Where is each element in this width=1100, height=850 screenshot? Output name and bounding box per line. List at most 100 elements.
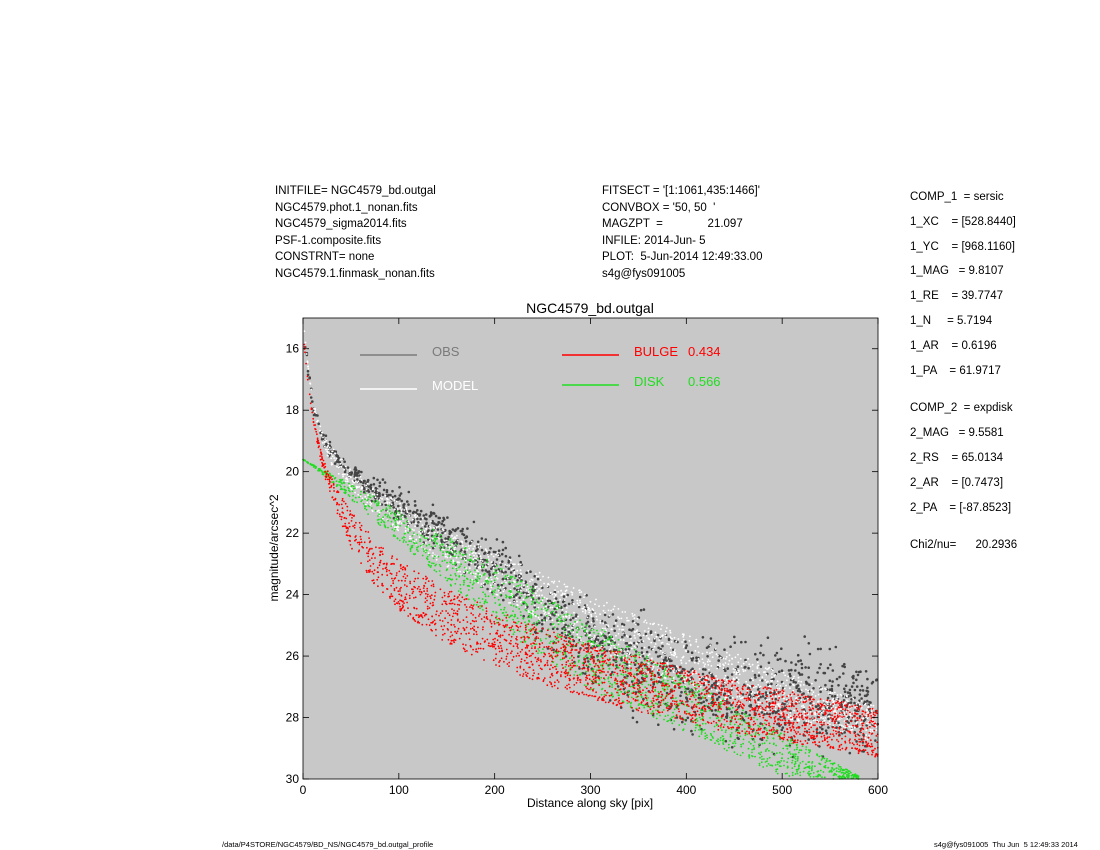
data-point-obs [540,619,544,622]
data-point-disk [545,637,547,640]
data-point-disk [616,665,619,668]
data-point-disk [610,636,613,638]
data-point-model [520,587,523,589]
data-point-disk [549,640,552,643]
data-point-disk [520,641,522,643]
data-point-disk [661,676,664,679]
data-point-disk [595,664,597,667]
data-point-model [547,583,549,585]
data-point-disk [820,755,823,757]
data-point-model [742,670,745,673]
data-point-model [875,729,878,732]
data-point-model [538,588,540,590]
data-point-model [359,475,362,478]
data-point-model [412,518,414,521]
data-point-model [429,525,431,528]
data-point-model [468,553,471,556]
data-point-obs [686,716,690,720]
data-point-model [556,585,559,588]
data-point-model [744,669,747,672]
data-point-model [774,705,777,708]
data-point-model [614,622,617,624]
data-point-model [320,434,323,437]
data-point-obs [855,670,858,674]
data-point-model [315,412,318,414]
data-point-obs [467,563,471,566]
data-point-disk [426,537,428,540]
data-point-model [511,568,513,571]
data-point-disk [664,667,667,670]
data-point-model [802,706,805,709]
data-point-disk [796,746,799,749]
data-point-model [652,648,654,651]
data-point-model [409,522,411,525]
data-point-model [423,530,426,532]
data-point-disk [304,459,307,462]
data-point-obs [311,400,314,403]
data-point-disk [589,654,592,657]
data-point-bulge [773,729,775,731]
data-point-model [505,581,507,584]
data-point-disk [468,559,471,562]
data-point-model [647,658,649,661]
data-point-disk [414,542,416,545]
data-point-disk [538,630,541,633]
data-point-disk [787,752,790,754]
data-point-disk [793,763,796,766]
data-point-model [757,695,760,698]
data-point-disk [600,693,603,696]
data-point-model [835,706,837,709]
data-point-model [618,617,621,620]
data-point-obs [860,697,863,700]
data-point-disk [545,609,548,612]
data-point-bulge [406,575,409,577]
data-point-model [832,700,835,703]
data-point-model [661,634,664,637]
data-point-obs [533,582,537,586]
data-point-model [388,502,391,504]
data-point-disk [646,675,648,677]
data-point-model [652,623,654,626]
data-point-disk [791,771,794,774]
data-point-disk [506,574,509,577]
data-point-model [467,545,470,547]
data-point-obs [534,631,538,635]
data-point-bulge [622,671,625,674]
data-point-model [833,691,836,694]
data-point-model [397,529,400,532]
data-point-disk [398,539,401,542]
data-point-disk [698,690,701,693]
data-point-disk [508,581,511,584]
data-point-disk [469,555,472,558]
data-point-obs [474,563,477,566]
data-point-obs [799,659,802,662]
data-point-obs [650,662,653,665]
data-point-obs [383,481,387,484]
data-point-bulge [305,362,307,365]
data-point-bulge [451,615,454,618]
data-point-obs [674,667,678,670]
data-point-model [770,704,772,706]
data-point-disk [457,555,460,558]
data-point-disk [521,601,524,604]
data-point-disk [723,740,726,743]
data-point-disk [727,743,730,746]
data-point-disk [850,771,852,774]
data-point-obs [812,687,815,690]
data-point-model [319,425,322,428]
data-point-obs [598,642,602,645]
data-point-disk [351,484,353,487]
data-point-disk [517,584,520,587]
data-point-obs [571,635,574,638]
data-point-model [689,643,692,646]
data-point-model [404,529,407,532]
data-point-bulge [628,658,631,661]
data-point-model [742,668,744,671]
data-point-model [529,580,531,583]
data-point-model [698,660,701,663]
data-point-obs [362,481,365,485]
data-point-obs [628,628,631,631]
data-point-model [349,475,351,478]
data-point-obs [612,658,615,662]
data-point-bulge [726,726,729,728]
